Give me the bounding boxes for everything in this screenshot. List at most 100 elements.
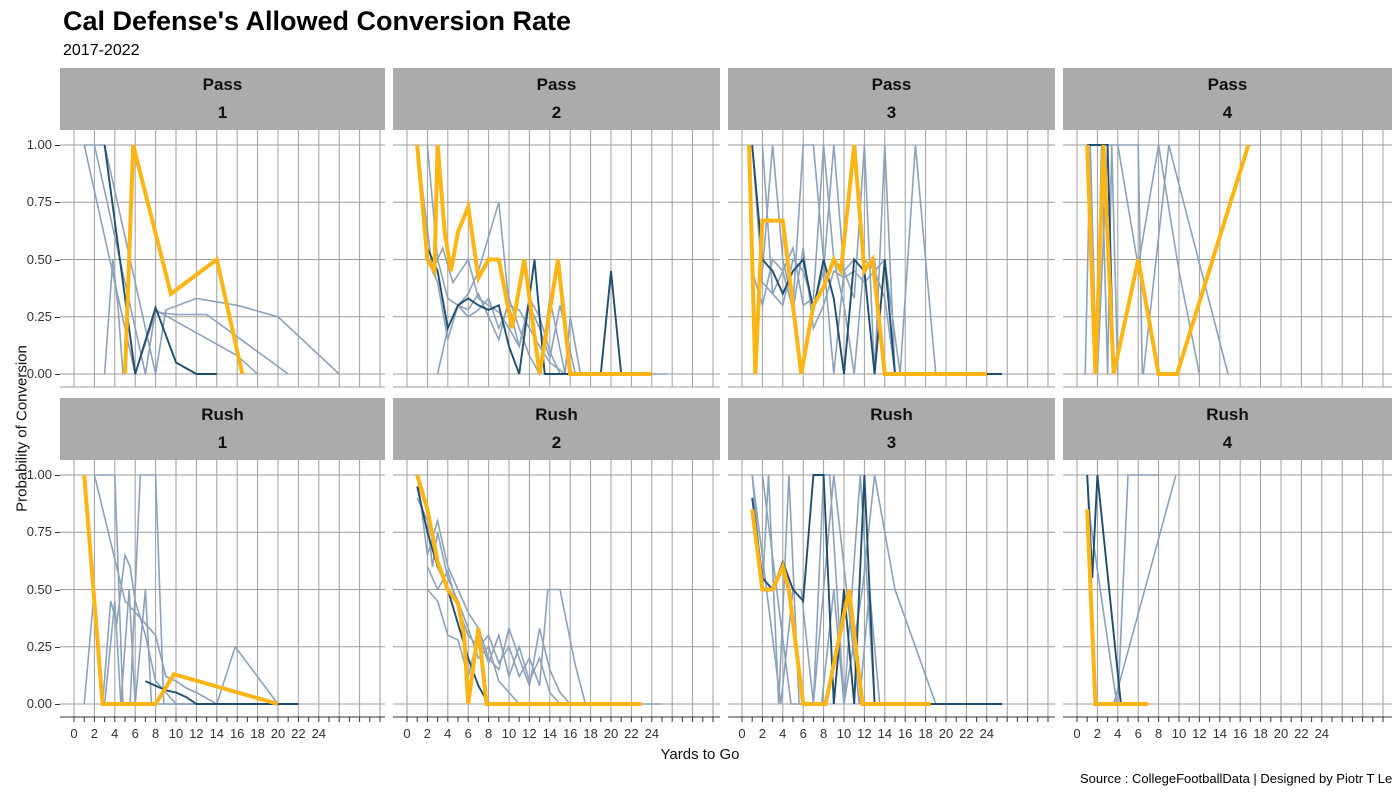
highlight-season-line bbox=[1085, 509, 1149, 706]
season-line bbox=[1112, 474, 1177, 705]
highlight-season-line bbox=[750, 509, 931, 706]
season-line-dark bbox=[416, 144, 652, 375]
x-tick-label: 0 bbox=[70, 726, 77, 741]
x-tick-label: 14 bbox=[1213, 726, 1227, 741]
facet-plot-rush-3: 0 2 4 6 8 10 12 14 16 18 20 22 24 bbox=[728, 460, 1055, 741]
facet-strip-play-label: Pass bbox=[202, 75, 243, 94]
highlight-season-line bbox=[415, 144, 652, 376]
season-line bbox=[751, 144, 926, 375]
season-line bbox=[761, 144, 937, 375]
y-axis-tick bbox=[55, 475, 60, 476]
x-tick-label: 6 bbox=[800, 726, 807, 741]
page-subtitle: 2017-2022 bbox=[63, 42, 140, 59]
y-axis-tick bbox=[55, 532, 60, 533]
x-tick-label: 8 bbox=[1155, 726, 1162, 741]
x-tick-label: 16 bbox=[230, 726, 244, 741]
x-tick-label: 24 bbox=[312, 726, 326, 741]
facet-strip-down-label: 3 bbox=[886, 433, 897, 452]
season-line bbox=[426, 566, 642, 705]
season-line bbox=[416, 497, 571, 705]
season-line bbox=[1096, 144, 1144, 375]
x-tick-label: 16 bbox=[563, 726, 577, 741]
season-line bbox=[416, 474, 662, 705]
x-tick-label: 12 bbox=[522, 726, 536, 741]
x-tick-label: 6 bbox=[1135, 726, 1142, 741]
season-line bbox=[84, 144, 340, 375]
x-tick-label: 4 bbox=[1114, 726, 1121, 741]
y-axis-tick bbox=[55, 647, 60, 648]
facet-plot-rush-2: 0 2 4 6 8 10 12 14 16 18 20 22 24 bbox=[393, 460, 720, 741]
x-tick-label: 4 bbox=[444, 726, 451, 741]
y-tick-label: 0.75 bbox=[26, 194, 52, 209]
facet-plot-pass-4 bbox=[1063, 130, 1392, 388]
y-axis-tick bbox=[55, 202, 60, 203]
y-tick-label: 0.75 bbox=[26, 524, 52, 539]
x-tick-label: 2 bbox=[759, 726, 766, 741]
y-axis-tick bbox=[55, 704, 60, 705]
facet-strip-down-label: 4 bbox=[1222, 433, 1233, 452]
x-tick-label: 22 bbox=[1294, 726, 1308, 741]
season-line bbox=[94, 474, 124, 705]
source-caption: Source : CollegeFootballData | Designed … bbox=[1080, 771, 1393, 786]
y-tick-label: 0.00 bbox=[26, 366, 52, 381]
facet-strip-pass-3: Pass 3 bbox=[728, 68, 1055, 130]
x-tick-label: 14 bbox=[543, 726, 557, 741]
x-tick-label: 6 bbox=[132, 726, 139, 741]
facet-strip-pass-2: Pass 2 bbox=[393, 68, 720, 130]
x-tick-label: 14 bbox=[878, 726, 892, 741]
y-axis-tick bbox=[55, 260, 60, 261]
facet-strip-pass-4: Pass 4 bbox=[1063, 68, 1392, 130]
season-line bbox=[1142, 144, 1229, 375]
facet-strip-rush-2: Rush 2 bbox=[393, 398, 720, 460]
facet-plot-pass-1 bbox=[60, 130, 385, 388]
x-tick-label: 0 bbox=[738, 726, 745, 741]
x-tick-label: 18 bbox=[583, 726, 597, 741]
facet-strip-play-label: Rush bbox=[535, 405, 578, 424]
season-line bbox=[426, 259, 632, 375]
y-axis-tick bbox=[55, 145, 60, 146]
x-tick-label: 14 bbox=[210, 726, 224, 741]
facet-plot-rush-1: 0 2 4 6 8 10 12 14 16 18 20 22 24 bbox=[60, 460, 385, 741]
x-tick-label: 24 bbox=[1315, 726, 1329, 741]
facet-strip-play-label: Rush bbox=[870, 405, 913, 424]
x-tick-label: 0 bbox=[1073, 726, 1080, 741]
x-tick-label: 12 bbox=[189, 726, 203, 741]
y-axis-title: Probability of Conversion bbox=[13, 345, 31, 512]
x-tick-label: 4 bbox=[779, 726, 786, 741]
y-tick-label: 0.50 bbox=[26, 252, 52, 267]
x-tick-label: 4 bbox=[111, 726, 118, 741]
y-tick-label: 1.00 bbox=[26, 137, 52, 152]
highlight-season-line bbox=[82, 474, 279, 706]
facet-strip-down-label: 1 bbox=[217, 103, 228, 122]
x-tick-label: 8 bbox=[152, 726, 159, 741]
facet-strip-play-label: Rush bbox=[201, 405, 244, 424]
x-tick-label: 16 bbox=[898, 726, 912, 741]
facet-strip-down-label: 2 bbox=[551, 103, 562, 122]
facet-strip-down-label: 4 bbox=[1222, 103, 1233, 122]
facet-strip-pass-1: Pass 1 bbox=[60, 68, 385, 130]
facet-strip-rush-1: Rush 1 bbox=[60, 398, 385, 460]
facet-strip-rush-3: Rush 3 bbox=[728, 398, 1055, 460]
facet-strip-down-label: 3 bbox=[886, 103, 897, 122]
season-line bbox=[1117, 144, 1201, 375]
y-axis-tick bbox=[55, 317, 60, 318]
x-tick-label: 8 bbox=[485, 726, 492, 741]
season-line-dark bbox=[145, 680, 299, 705]
facet-plot-pass-3 bbox=[728, 130, 1055, 388]
season-line bbox=[1117, 474, 1159, 705]
x-tick-label: 10 bbox=[1172, 726, 1186, 741]
facet-plot-rush-4: 0 2 4 6 8 10 12 14 16 18 20 22 24 bbox=[1063, 460, 1392, 741]
y-axis-tick bbox=[55, 374, 60, 375]
x-tick-label: 20 bbox=[604, 726, 618, 741]
x-tick-label: 22 bbox=[291, 726, 305, 741]
season-line bbox=[436, 202, 611, 375]
facet-strip-play-label: Rush bbox=[1206, 405, 1249, 424]
x-tick-label: 10 bbox=[837, 726, 851, 741]
y-tick-label: 0.25 bbox=[26, 309, 52, 324]
x-tick-label: 2 bbox=[1094, 726, 1101, 741]
x-tick-label: 20 bbox=[1274, 726, 1288, 741]
season-line-dark bbox=[103, 144, 217, 375]
highlight-season-line bbox=[747, 144, 987, 376]
x-tick-label: 22 bbox=[959, 726, 973, 741]
y-tick-label: 0.25 bbox=[26, 639, 52, 654]
